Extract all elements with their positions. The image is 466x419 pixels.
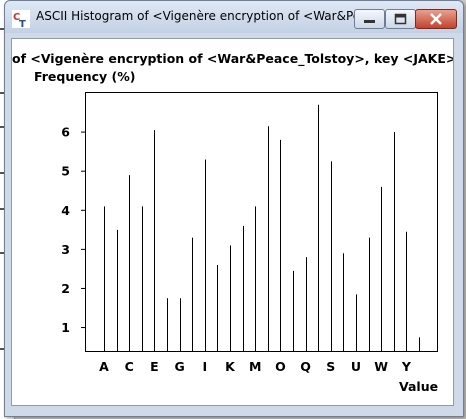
x-tick-label: C bbox=[125, 359, 134, 374]
title-bar[interactable]: C T ASCII Histogram of <Vigenère encrypt… bbox=[5, 1, 463, 33]
close-button[interactable] bbox=[415, 9, 457, 29]
svg-text:T: T bbox=[19, 19, 26, 28]
x-tick-label: I bbox=[202, 359, 207, 374]
maximize-button[interactable] bbox=[385, 9, 416, 29]
x-tick-label: S bbox=[326, 359, 335, 374]
minimize-icon bbox=[364, 20, 375, 23]
chart-header: of <Vigenère encryption of <War&Peace_To… bbox=[12, 51, 454, 66]
x-tick-label: A bbox=[99, 359, 109, 374]
y-tick-label: 2 bbox=[61, 281, 70, 296]
window-title: ASCII Histogram of <Vigenère encryption … bbox=[36, 9, 356, 23]
minimize-button[interactable] bbox=[354, 9, 385, 29]
y-tick-label: 5 bbox=[61, 164, 70, 179]
x-axis-label: Value bbox=[399, 379, 439, 394]
x-tick-label: U bbox=[351, 359, 361, 374]
app-icon[interactable]: C T bbox=[12, 10, 30, 28]
close-icon bbox=[430, 13, 442, 25]
x-tick-label: Y bbox=[401, 359, 412, 374]
x-tick-label: K bbox=[225, 359, 236, 374]
x-tick-label: M bbox=[249, 359, 261, 374]
plot-frame bbox=[85, 92, 438, 352]
svg-text:C: C bbox=[13, 12, 20, 23]
x-tick-label: Q bbox=[300, 359, 311, 374]
y-tick-label: 4 bbox=[61, 203, 70, 218]
chart-area: of <Vigenère encryption of <War&Peace_To… bbox=[11, 38, 454, 406]
histogram-window: C T ASCII Histogram of <Vigenère encrypt… bbox=[4, 0, 464, 417]
maximize-icon bbox=[394, 13, 407, 25]
x-tick-label: E bbox=[150, 359, 159, 374]
y-tick-label: 6 bbox=[61, 125, 70, 140]
x-tick-label: W bbox=[374, 359, 388, 374]
x-tick-label: G bbox=[174, 359, 184, 374]
y-tick-label: 3 bbox=[61, 242, 70, 257]
y-axis-label: Frequency (%) bbox=[34, 69, 136, 84]
y-tick-label: 1 bbox=[61, 320, 70, 335]
x-tick-label: O bbox=[275, 359, 286, 374]
